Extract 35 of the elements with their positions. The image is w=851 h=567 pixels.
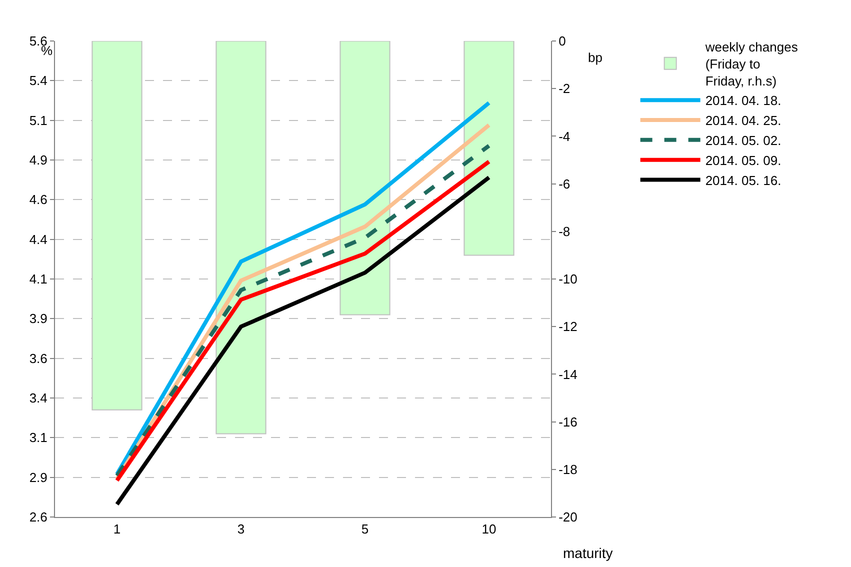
y-tick-label: 3.6 xyxy=(29,350,48,366)
legend-label: 2014. 05. 02. xyxy=(705,133,782,148)
y-tick-label: 5.4 xyxy=(29,73,48,88)
y-tick-label: 3.9 xyxy=(29,311,48,326)
y2-tick-label: -20 xyxy=(558,510,578,525)
y-tick-label: 2.9 xyxy=(29,470,48,485)
y-tick-label: 5.1 xyxy=(29,112,48,128)
y-tick-label: 4.6 xyxy=(29,192,48,208)
y2-tick-label: -6 xyxy=(558,176,570,192)
y-tick-label: 3.4 xyxy=(29,390,48,406)
y2-tick-label: -16 xyxy=(558,414,578,430)
x-tick-label: 1 xyxy=(113,522,121,537)
x-axis-title: maturity xyxy=(563,545,613,561)
x-tick-label: 3 xyxy=(237,522,245,537)
x-tick-label: 10 xyxy=(482,522,496,537)
y2-axis-title: bp xyxy=(588,50,602,65)
y-tick-label: 4.4 xyxy=(29,232,48,247)
y2-tick-label: -4 xyxy=(558,128,570,144)
y2-tick-label: -14 xyxy=(558,366,578,382)
y2-tick-label: -12 xyxy=(558,319,578,334)
legend-label: 2014. 04. 25. xyxy=(705,113,782,128)
y2-tick-label: 0 xyxy=(558,34,566,49)
y2-tick-label: -2 xyxy=(558,81,570,96)
y-tick-label: 4.1 xyxy=(29,272,48,287)
y-tick-label: 2.6 xyxy=(29,510,48,525)
legend-label: 2014. 05. 09. xyxy=(705,152,782,168)
y2-tick-label: -10 xyxy=(558,272,578,287)
x-tick-label: 5 xyxy=(361,522,369,537)
y2-tick-label: -18 xyxy=(558,462,578,477)
legend-label: weekly changes (Friday to Friday, r.h.s) xyxy=(704,40,798,88)
y-tick-label: 3.1 xyxy=(29,430,48,446)
legend-label: 2014. 05. 16. xyxy=(705,172,782,188)
legend-label: 2014. 04. 18. xyxy=(705,93,782,108)
y-tick-label: 4.9 xyxy=(29,152,48,168)
y2-tick-label: -8 xyxy=(558,224,570,239)
